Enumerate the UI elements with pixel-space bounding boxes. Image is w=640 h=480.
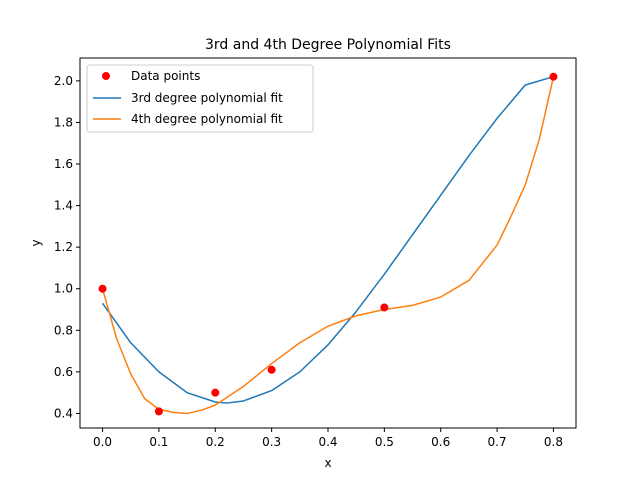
y-tick-label: 1.2 (54, 240, 73, 254)
legend-marker-data-points (102, 72, 110, 80)
legend-label-data-points: Data points (131, 69, 200, 83)
y-tick-label: 1.6 (54, 157, 73, 171)
y-tick-label: 1.4 (54, 199, 73, 213)
x-tick-label: 0.4 (318, 435, 337, 449)
x-tick-label: 0.1 (149, 435, 168, 449)
y-tick-label: 1.0 (54, 282, 73, 296)
legend-label-4th-degree: 4th degree polynomial fit (131, 112, 283, 126)
chart-title: 3rd and 4th Degree Polynomial Fits (205, 37, 451, 53)
data-point (154, 407, 163, 416)
legend: Data points 3rd degree polynomial fit 4t… (86, 64, 314, 133)
x-axis-label: x (324, 456, 331, 470)
series-line-4th-degree (101, 76, 555, 415)
y-axis-label: y (29, 239, 43, 246)
legend-label-3rd-degree: 3rd degree polynomial fit (131, 91, 283, 105)
x-tick-label: 0.5 (375, 435, 394, 449)
y-axis: 0.4 0.6 0.8 1.0 1.2 1.4 1.6 1.8 2.0 (54, 74, 80, 420)
data-point (549, 72, 558, 81)
y-tick-label: 0.6 (54, 365, 73, 379)
x-tick-label: 0.3 (262, 435, 281, 449)
x-tick-label: 0.2 (206, 435, 225, 449)
y-tick-label: 2.0 (54, 74, 73, 88)
y-tick-label: 1.8 (54, 115, 73, 129)
data-point (98, 284, 107, 293)
x-tick-label: 0.6 (431, 435, 450, 449)
x-tick-label: 0.8 (544, 435, 563, 449)
legend-box (86, 64, 314, 133)
x-tick-label: 0.0 (93, 435, 112, 449)
y-tick-label: 0.4 (54, 406, 73, 420)
x-axis: 0.0 0.1 0.2 0.3 0.4 0.5 0.6 0.7 0.8 (93, 428, 563, 449)
plot-area (98, 72, 558, 416)
data-point (211, 388, 220, 397)
y-tick-label: 0.8 (54, 323, 73, 337)
x-tick-label: 0.7 (488, 435, 507, 449)
data-point (380, 303, 389, 312)
data-point (267, 365, 276, 374)
series-line-3rd-degree (101, 75, 554, 404)
